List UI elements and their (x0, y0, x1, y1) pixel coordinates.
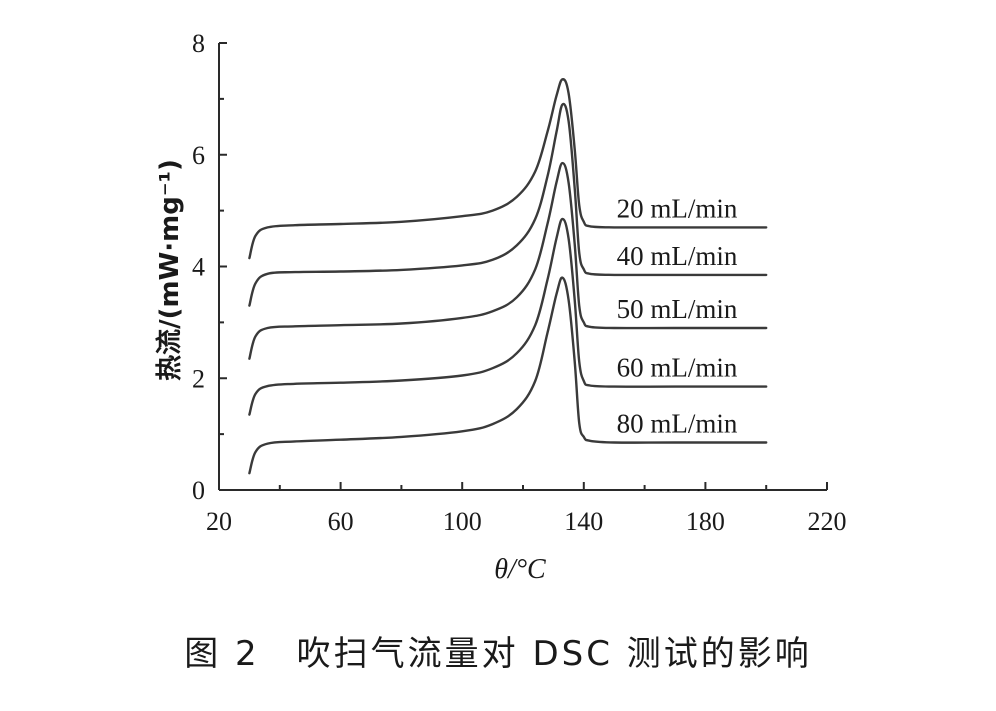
series-labels: 20 mL/min 40 mL/min 50 mL/min 60 mL/min 80 m… (617, 193, 738, 438)
x-tick-label: 20 (206, 507, 232, 536)
series-curve-5 (248, 276, 768, 475)
series-label-3: 50 mL/min (617, 294, 738, 324)
y-tick-label: 4 (192, 253, 205, 282)
y-tick-label: 2 (192, 364, 205, 393)
series-curve-3 (248, 161, 768, 360)
series-label-4: 60 mL/min (617, 353, 738, 383)
x-axis-title: θ/°C (494, 554, 546, 585)
x-tick-label: 220 (808, 507, 847, 536)
series-label-1: 20 mL/min (617, 193, 738, 223)
series-curve-4 (248, 217, 768, 416)
y-tick-label: 0 (192, 476, 205, 505)
series-label-5: 80 mL/min (617, 409, 738, 439)
figure-caption: 图 2 吹扫气流量对 DSC 测试的影响 (184, 634, 812, 674)
x-tick-label: 100 (443, 507, 482, 536)
series-label-2: 40 mL/min (617, 241, 738, 271)
series-curves (248, 78, 768, 475)
series-curve-2 (248, 102, 768, 307)
x-tick-label: 180 (686, 507, 725, 536)
y-axis-title: 热流/(mW·mg⁻¹) (155, 159, 185, 381)
series-curve-1 (248, 78, 768, 260)
y-tick-label: 6 (192, 141, 205, 170)
y-tick-label: 8 (192, 29, 205, 58)
tick-marks: 20 60 100 140 180 220 0 2 4 6 8 (192, 29, 847, 536)
x-tick-label: 140 (564, 507, 603, 536)
x-tick-label: 60 (328, 507, 354, 536)
